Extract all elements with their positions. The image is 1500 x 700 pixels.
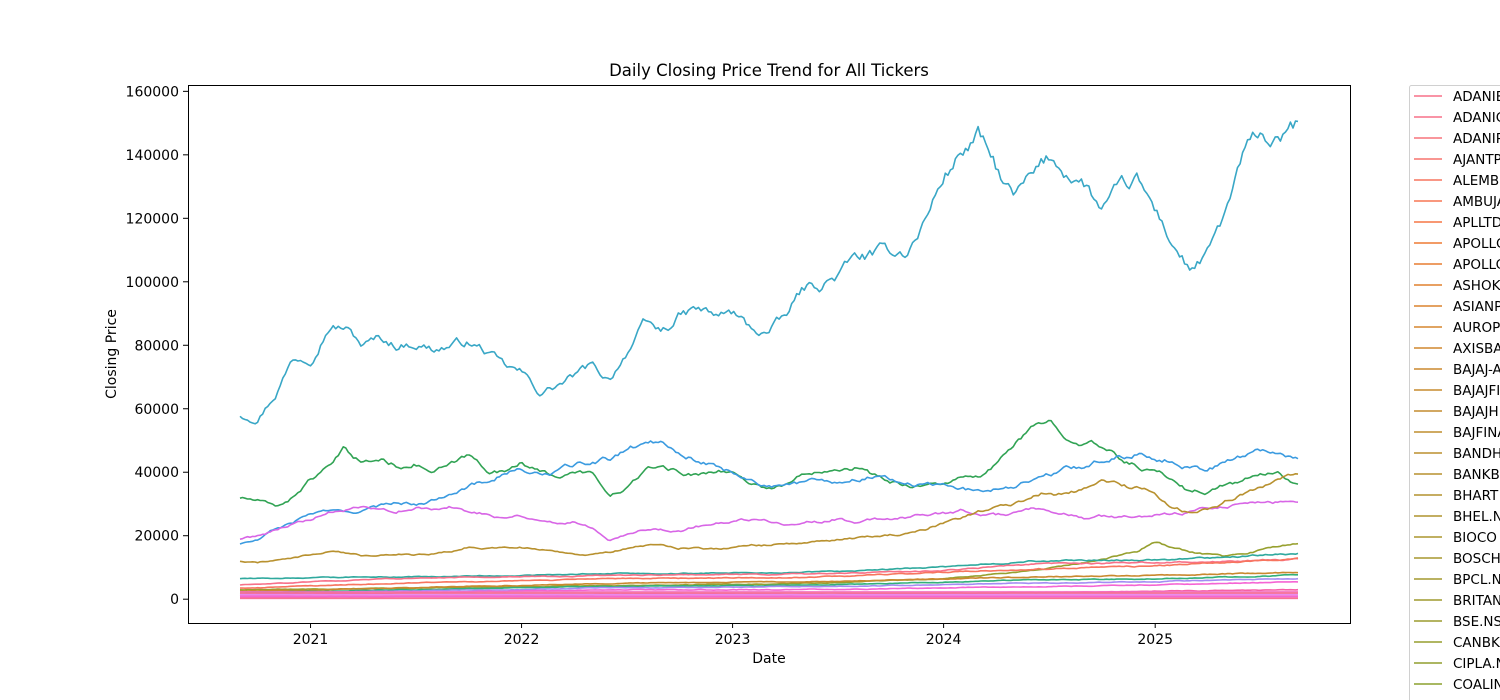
y-tick-label: 60000 [134,402,179,418]
y-tick-label: 100000 [126,275,179,291]
y-tick-label: 20000 [134,529,179,545]
plot-area [188,85,1350,623]
x-tick-label: 2021 [293,632,329,648]
y-tick-label: 0 [170,592,179,608]
y-tick-label: 140000 [126,148,179,164]
x-axis-label: Date [752,651,785,667]
legend-entry-label: AJANTP [1453,152,1500,168]
series-line [239,500,1299,542]
legend-entry-label: APOLLC [1453,236,1500,252]
legend-entry-label: BAJAJFI [1453,383,1500,399]
series-line [239,419,1299,507]
legend-entry-label: BAJAJH [1453,404,1499,420]
chart-title: Daily Closing Price Trend for All Ticker… [609,61,929,80]
series-line [240,571,1299,593]
legend-entry-label: BHEL.N [1453,509,1500,525]
legend-entry-label: BPCL.N [1453,572,1500,588]
legend-entry-label: ASHOK [1453,278,1500,294]
x-tick-label: 2023 [715,632,751,648]
legend-entry-label: BIOCO [1453,530,1497,546]
legend-entry-label: APOLLO [1453,257,1500,273]
x-axis: 2021 2022 2023 2024 2025 [293,623,1173,648]
y-tick-label: 80000 [134,338,179,354]
legend-entry-label: ALEMB [1453,173,1499,189]
x-tick-label: 2024 [926,632,962,648]
x-tick-label: 2022 [504,632,540,648]
series-line [239,473,1299,564]
legend-entry-label: BANDH [1453,446,1500,462]
y-tick-label: 40000 [134,465,179,481]
y-tick-label: 120000 [126,211,179,227]
legend-entry-label: ADANIP [1453,131,1500,147]
series-line [239,557,1299,589]
legend-frame [1409,85,1500,700]
series-line [239,120,1299,425]
legend-entry-label: BOSCH [1453,551,1500,567]
series-line [239,557,1299,586]
legend-entry-label: COLPA [1453,698,1498,700]
series-line [239,552,1299,580]
legend-entry-label: ADANIG [1453,110,1500,126]
legend-entry-label: CIPLA.N [1453,656,1500,672]
legend-entry-label: BAJAJ-A [1453,362,1500,378]
legend-entry-label: AUROP [1453,320,1500,336]
series-line [239,440,1299,545]
legend-entry-label: COALIN [1453,677,1500,693]
plot-frame [188,85,1351,624]
y-tick-label: 160000 [126,84,179,100]
legend-entry-label: BANKB [1453,467,1500,483]
legend-entry-label: BSE.NS [1453,614,1500,630]
y-axis: 0 20000 40000 60000 80000 100000 120000 140000 1… [126,84,188,608]
legend-entry-label: ADANIE [1453,89,1500,105]
legend-entry-label: AXISBA [1453,341,1500,357]
legend-entry-label: ASIANP [1453,299,1500,315]
y-axis-label: Closing Price [104,309,120,399]
legend-entry-label: BRITAN [1453,593,1500,609]
x-tick-label: 2025 [1137,632,1173,648]
series-line [239,573,1298,594]
legend-entry-label: CANBK [1453,635,1500,651]
legend-entry-label: APLLTD [1453,215,1500,231]
legend-entry-label: BHART [1453,488,1499,504]
series-layer [239,120,1299,600]
legend-entry-label: BAJFINA [1453,425,1500,441]
